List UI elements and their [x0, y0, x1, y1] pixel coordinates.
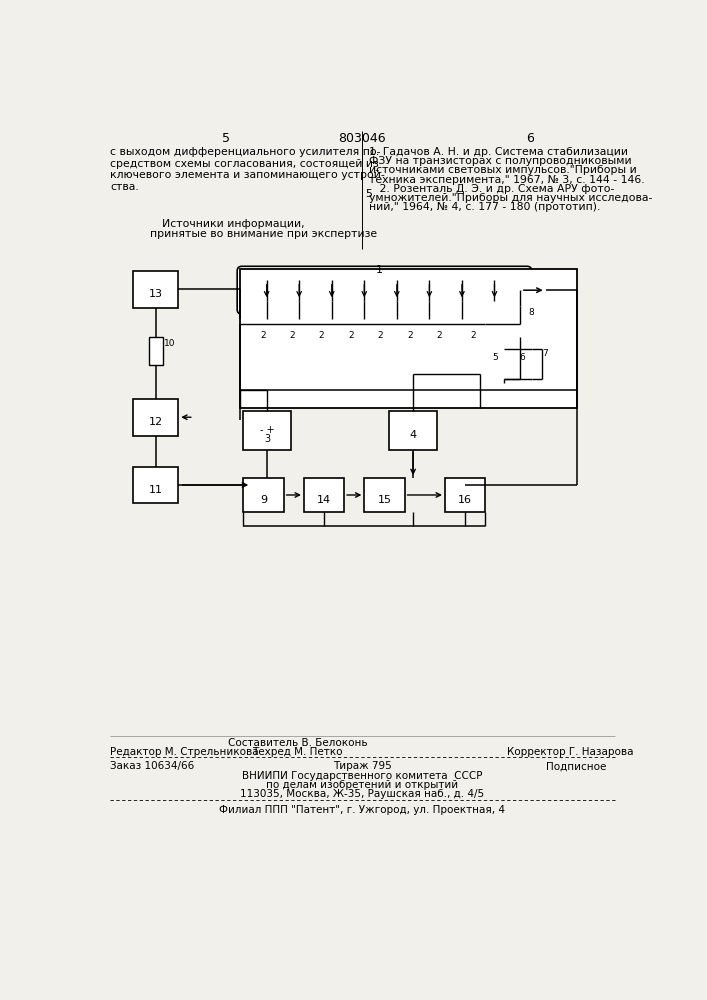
Text: 3: 3: [264, 434, 271, 444]
Text: 16: 16: [458, 495, 472, 505]
Text: 2: 2: [437, 331, 443, 340]
Text: 1. Гадачов А. Н. и др. Система стабилизации: 1. Гадачов А. Н. и др. Система стабилиза…: [369, 147, 628, 157]
Text: 11: 11: [148, 485, 163, 495]
Text: 15: 15: [378, 495, 392, 505]
Bar: [428, 319, 451, 330]
Text: 13: 13: [148, 289, 163, 299]
Bar: [243, 478, 284, 512]
Text: - +: - +: [260, 425, 275, 435]
Text: техника эксперимента," 1967, № 3, с. 144 - 146.: техника эксперимента," 1967, № 3, с. 144…: [369, 175, 645, 185]
Text: ФЗУ на транзисторах с полупроводниковыми: ФЗУ на транзисторах с полупроводниковыми: [369, 156, 631, 166]
Bar: [149, 337, 163, 365]
Text: 6: 6: [519, 353, 525, 362]
Bar: [243, 411, 291, 450]
Text: Составитель В. Белоконь: Составитель В. Белоконь: [228, 738, 368, 748]
Text: источниками световых импульсов."Приборы и: источниками световых импульсов."Приборы …: [369, 165, 637, 175]
Text: по делам изобретений и открытий: по делам изобретений и открытий: [266, 780, 458, 790]
Text: с выходом дифференциального усилителя по-
средством схемы согласования, состояще: с выходом дифференциального усилителя по…: [110, 147, 385, 192]
Text: 5: 5: [492, 353, 498, 362]
Text: 14: 14: [317, 495, 331, 505]
Bar: [339, 319, 363, 330]
Text: Техред М. Петко: Техред М. Петко: [252, 747, 343, 757]
Bar: [462, 319, 485, 330]
Bar: [240, 269, 577, 408]
Text: 10: 10: [164, 339, 176, 348]
Text: 2: 2: [319, 331, 325, 340]
Text: 2. Розенталь Д. Э. и др. Схема АРУ фото-: 2. Розенталь Д. Э. и др. Схема АРУ фото-: [369, 184, 614, 194]
Text: Тираж 795: Тираж 795: [332, 761, 392, 771]
Text: 5: 5: [365, 189, 372, 199]
Text: 7: 7: [542, 349, 548, 358]
Text: 6: 6: [526, 132, 534, 145]
Text: 2: 2: [471, 331, 477, 340]
Bar: [513, 306, 527, 337]
Bar: [369, 319, 392, 330]
Text: 12: 12: [148, 417, 163, 427]
Bar: [251, 319, 274, 330]
Text: ний," 1964, № 4, с. 177 - 180 (прототип).: ний," 1964, № 4, с. 177 - 180 (прототип)…: [369, 202, 600, 212]
Text: Подписное: Подписное: [546, 761, 606, 771]
Bar: [445, 478, 485, 512]
Bar: [364, 478, 404, 512]
Text: принятые во внимание при экспертизе: принятые во внимание при экспертизе: [151, 229, 378, 239]
Text: 2: 2: [260, 331, 266, 340]
Bar: [504, 349, 516, 379]
Text: Редактор М. Стрельникова: Редактор М. Стрельникова: [110, 747, 259, 757]
Text: 8: 8: [529, 308, 534, 317]
Text: Источники информации,: Источники информации,: [162, 219, 305, 229]
Text: 803046: 803046: [338, 132, 386, 145]
Text: 113035, Москва, Ж-35, Раушская наб., д. 4/5: 113035, Москва, Ж-35, Раушская наб., д. …: [240, 789, 484, 799]
Text: Корректор Г. Назарова: Корректор Г. Назарова: [507, 747, 633, 757]
Text: Филиал ППП "Патент", г. Ужгород, ул. Проектная, 4: Филиал ППП "Патент", г. Ужгород, ул. Про…: [219, 805, 505, 815]
Bar: [310, 319, 333, 330]
Bar: [398, 319, 421, 330]
Text: 2: 2: [289, 331, 295, 340]
Text: 2: 2: [378, 331, 383, 340]
Text: 2: 2: [349, 331, 354, 340]
Text: 9: 9: [260, 495, 267, 505]
Bar: [134, 399, 178, 436]
Bar: [281, 319, 304, 330]
Bar: [519, 349, 530, 379]
Bar: [304, 478, 344, 512]
Text: 2: 2: [407, 331, 413, 340]
Text: Заказ 10634/66: Заказ 10634/66: [110, 761, 194, 771]
Text: умножителей."Приборы для научных исследова-: умножителей."Приборы для научных исследо…: [369, 193, 653, 203]
Text: 1: 1: [375, 265, 382, 275]
Bar: [134, 271, 178, 308]
Text: 5: 5: [221, 132, 230, 145]
Text: 4: 4: [409, 430, 416, 440]
Bar: [389, 411, 437, 450]
Bar: [134, 466, 178, 503]
FancyBboxPatch shape: [237, 266, 532, 314]
Text: ВНИИПИ Государственного комитета  СССР: ВНИИПИ Государственного комитета СССР: [242, 771, 482, 781]
